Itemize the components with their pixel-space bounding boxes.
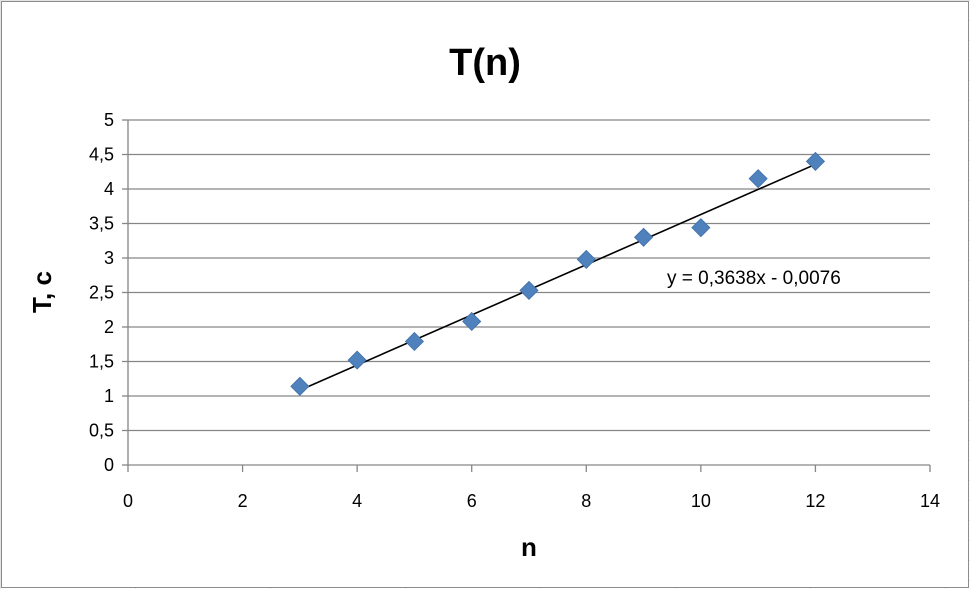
y-tick-label: 0,5 bbox=[89, 421, 114, 441]
y-tick-label: 4 bbox=[104, 179, 114, 199]
y-tick-label: 3,5 bbox=[89, 214, 114, 234]
gridlines bbox=[128, 119, 930, 432]
axes bbox=[122, 119, 931, 472]
x-tick-label: 14 bbox=[920, 491, 940, 511]
x-tick-label: 6 bbox=[467, 491, 477, 511]
data-points bbox=[290, 151, 825, 396]
x-tick-label: 8 bbox=[581, 491, 591, 511]
y-tick-labels: 0 0,5 1 1,5 2 2,5 3 3,5 4 4,5 5 bbox=[89, 110, 114, 475]
y-tick-label: 1,5 bbox=[89, 352, 114, 372]
trendline-equation: y = 0,3638x - 0,0076 bbox=[667, 268, 841, 289]
data-point bbox=[805, 151, 825, 171]
data-point bbox=[691, 218, 711, 238]
data-point bbox=[462, 311, 482, 332]
data-point bbox=[519, 280, 539, 300]
x-tick-labels: 0 2 4 6 8 10 12 14 bbox=[123, 491, 940, 511]
data-point bbox=[290, 376, 310, 396]
y-tick-label: 2,5 bbox=[89, 283, 114, 303]
trendline-group bbox=[299, 163, 816, 391]
x-axis-title: n bbox=[521, 532, 537, 562]
x-tick-label: 10 bbox=[691, 491, 711, 511]
y-tick-label: 2 bbox=[104, 317, 114, 337]
y-tick-label: 4,5 bbox=[89, 145, 114, 165]
data-point bbox=[404, 331, 424, 352]
data-point bbox=[748, 169, 768, 189]
y-tick-label: 1 bbox=[104, 386, 114, 406]
y-tick-label: 3 bbox=[104, 248, 114, 268]
chart-title: T(n) bbox=[449, 42, 521, 84]
y-axis-title: T, c bbox=[27, 271, 57, 313]
data-point bbox=[634, 227, 654, 247]
y-tick-label: 0 bbox=[104, 455, 114, 475]
y-tick-label: 5 bbox=[104, 110, 114, 130]
data-point bbox=[576, 249, 596, 269]
x-tick-label: 2 bbox=[238, 491, 248, 511]
x-tick-label: 12 bbox=[805, 491, 825, 511]
x-tick-label: 0 bbox=[123, 491, 133, 511]
data-point bbox=[347, 350, 367, 370]
trendline bbox=[299, 163, 816, 391]
x-tick-label: 4 bbox=[352, 491, 362, 511]
